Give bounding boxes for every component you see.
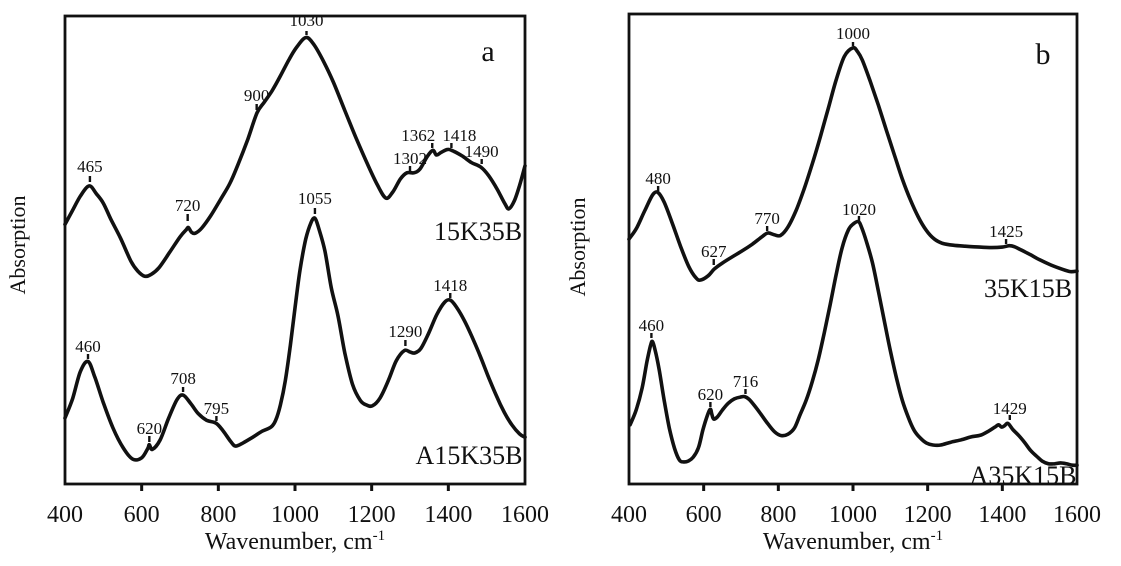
panel-letter-a: a — [481, 35, 494, 68]
x-tick-label-a-1600: 1600 — [501, 502, 549, 528]
x-tick-label-a-1000: 1000 — [271, 502, 319, 528]
x-tick-label-b-1200: 1200 — [904, 502, 952, 528]
peak-label-A15K35B-795: 795 — [204, 399, 230, 418]
peak-label-A35K15B-620: 620 — [698, 385, 724, 404]
curve-label-A15K35B: A15K35B — [416, 441, 523, 470]
x-tick-label-b-1000: 1000 — [829, 502, 877, 528]
peak-label-A35K15B-460: 460 — [639, 316, 665, 335]
x-tick-label-b-800: 800 — [760, 502, 796, 528]
curve-A15K35B — [63, 216, 527, 462]
peak-label-15K35B-1030: 1030 — [290, 11, 324, 30]
peak-label-A15K35B-620: 620 — [137, 419, 163, 438]
peak-label-15K35B-1418: 1418 — [442, 126, 476, 145]
peak-label-15K35B-1302: 1302 — [393, 149, 427, 168]
peak-label-15K35B-1490: 1490 — [465, 142, 499, 161]
x-tick-label-a-400: 400 — [47, 502, 83, 528]
peak-label-35K15B-1000: 1000 — [836, 24, 870, 43]
peak-label-35K15B-1425: 1425 — [989, 222, 1023, 241]
curve-label-15K35B: 15K35B — [434, 217, 522, 246]
curve-label-A35K15B: A35K15B — [970, 461, 1077, 490]
x-tick-label-b-1400: 1400 — [978, 502, 1026, 528]
y-axis-title-b: Absorption — [565, 198, 590, 297]
peak-label-A15K35B-460: 460 — [75, 337, 101, 356]
peak-label-A35K15B-716: 716 — [733, 372, 759, 391]
peak-label-A15K35B-1418: 1418 — [433, 276, 467, 295]
peak-label-35K15B-770: 770 — [754, 209, 780, 228]
x-tick-label-b-1600: 1600 — [1053, 502, 1101, 528]
curve-label-35K15B: 35K15B — [984, 274, 1072, 303]
x-tick-label-b-400: 400 — [611, 502, 647, 528]
peak-label-15K35B-900: 900 — [244, 86, 270, 105]
peak-label-15K35B-720: 720 — [175, 196, 201, 215]
peak-label-A35K15B-1429: 1429 — [993, 399, 1027, 418]
peak-label-35K15B-627: 627 — [701, 242, 727, 261]
peak-label-35K15B-480: 480 — [645, 169, 671, 188]
x-tick-label-a-1200: 1200 — [348, 502, 396, 528]
peak-label-A15K35B-1055: 1055 — [298, 189, 332, 208]
x-tick-label-a-600: 600 — [124, 502, 160, 528]
peak-label-15K35B-465: 465 — [77, 157, 103, 176]
curve-35K15B — [627, 45, 1079, 282]
peak-label-A15K35B-1290: 1290 — [388, 322, 422, 341]
x-tick-label-b-600: 600 — [686, 502, 722, 528]
peak-label-A35K15B-1020: 1020 — [842, 200, 876, 219]
panel-letter-b: b — [1036, 38, 1051, 71]
x-axis-title-a: Wavenumber, cm-1 — [205, 528, 385, 555]
panel-a-frame — [63, 14, 527, 486]
y-axis-title-a: Absorption — [5, 196, 30, 295]
x-axis-title-b: Wavenumber, cm-1 — [763, 528, 943, 555]
x-tick-label-a-800: 800 — [200, 502, 236, 528]
peak-label-15K35B-1362: 1362 — [401, 126, 435, 145]
curve-15K35B — [63, 35, 527, 279]
curve-A35K15B — [628, 219, 1079, 468]
peak-label-A15K35B-708: 708 — [170, 369, 196, 388]
x-tick-label-a-1400: 1400 — [424, 502, 472, 528]
